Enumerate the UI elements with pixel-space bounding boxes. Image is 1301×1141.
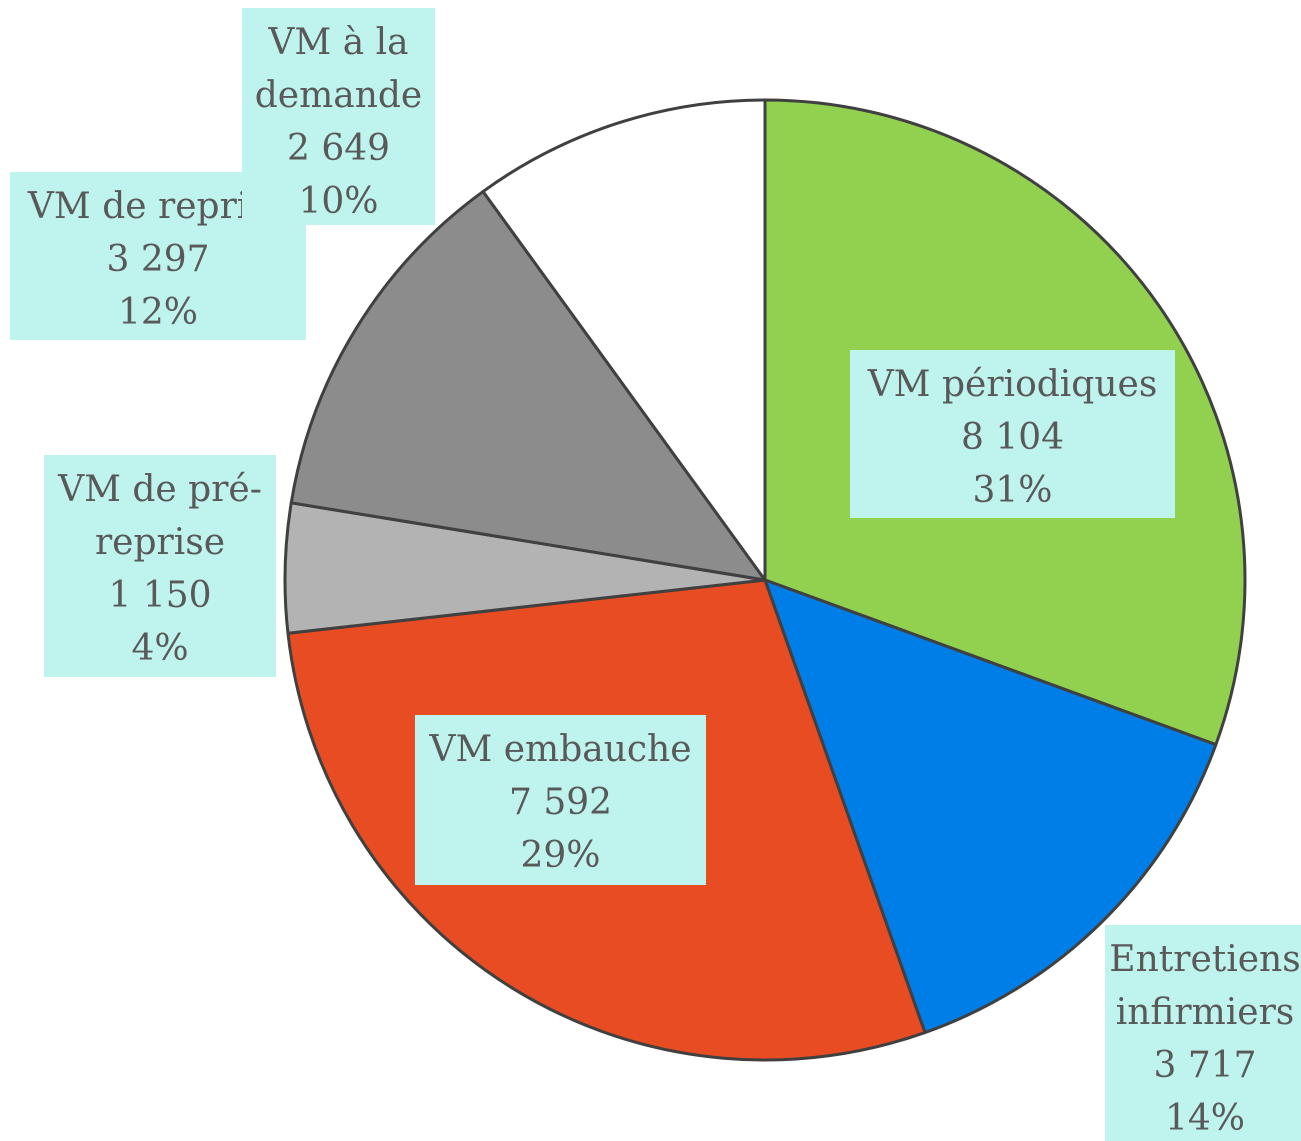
data-label: VM embauche 7 592 29% xyxy=(415,715,706,885)
label-percent: 14% xyxy=(1164,1098,1245,1139)
data-label: Entretiens infirmiers 3 717 14% xyxy=(1105,925,1301,1141)
data-label: VM à la demande 2 649 10% xyxy=(242,8,435,225)
pie-slice xyxy=(481,98,767,582)
label-name: VM périodiques xyxy=(867,364,1158,405)
label-value: 1 150 xyxy=(108,575,212,616)
label-value: 7 592 xyxy=(508,782,613,823)
label-value: 3 717 xyxy=(1153,1045,1257,1086)
label-value: 3 297 xyxy=(106,239,210,280)
label-percent: 4% xyxy=(131,628,189,669)
label-name: VM embauche xyxy=(429,729,692,770)
label-percent: 12% xyxy=(117,292,198,333)
data-label: VM périodiques 8 104 31% xyxy=(850,350,1175,518)
label-value: 8 104 xyxy=(960,417,1065,458)
label-value: 2 649 xyxy=(286,128,391,169)
data-label: VM de pré-reprise 1 150 4% xyxy=(44,455,276,677)
label-name: VM à la demande xyxy=(254,22,423,116)
pie-slice xyxy=(763,578,1218,1035)
label-name: VM de pré-reprise xyxy=(58,469,262,563)
label-percent: 10% xyxy=(298,181,379,222)
label-name: Entretiens infirmiers xyxy=(1109,939,1301,1033)
pie-slice xyxy=(289,190,767,582)
label-percent: 31% xyxy=(972,470,1053,511)
label-percent: 29% xyxy=(520,835,601,876)
